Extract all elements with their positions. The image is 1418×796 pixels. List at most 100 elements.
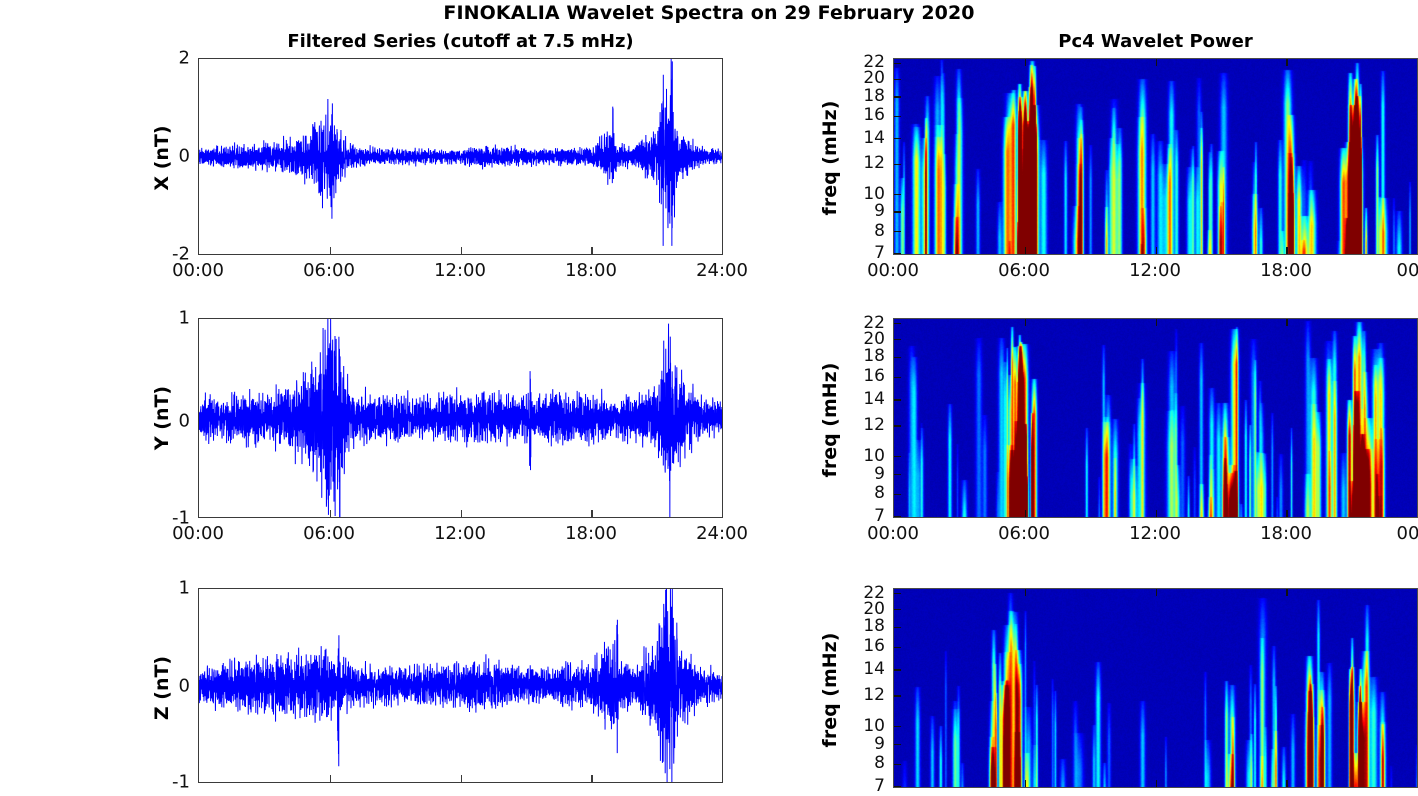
left-column-title: Filtered Series (cutoff at 7.5 mHz) bbox=[287, 31, 634, 52]
freq-tick-label: 16 bbox=[863, 366, 885, 387]
ytick-z-mid: 0 bbox=[178, 675, 190, 697]
freq-tickmark bbox=[894, 356, 901, 359]
freq-tick-label: 16 bbox=[863, 105, 885, 126]
xtickmark bbox=[1024, 780, 1027, 787]
xtick-sy-0: 00:00 bbox=[867, 523, 919, 544]
freq-tickmark bbox=[894, 211, 901, 213]
freq-tickmark bbox=[894, 231, 901, 233]
xtick-sy-3: 18:00 bbox=[1260, 523, 1312, 544]
xtickmark bbox=[591, 247, 593, 254]
ytick-x-top: 2 bbox=[178, 47, 190, 69]
freq-tick-label: 20 bbox=[863, 598, 885, 619]
xtick-sx-1: 06:00 bbox=[998, 260, 1050, 281]
freq-tickmark bbox=[894, 763, 901, 766]
xtick-y-1: 06:00 bbox=[303, 523, 355, 544]
freq-tick-label: 18 bbox=[863, 85, 885, 106]
xtick-sx-3: 18:00 bbox=[1260, 260, 1312, 281]
xtick-y-4: 24:00 bbox=[696, 523, 748, 544]
xtickmark bbox=[1024, 247, 1027, 254]
freq-tick-label: 22 bbox=[863, 312, 885, 333]
xtickmark bbox=[1155, 780, 1157, 787]
freq-tickmark bbox=[894, 608, 901, 611]
right-column-title: Pc4 Wavelet Power bbox=[1058, 31, 1253, 52]
freq-tick-label: 18 bbox=[863, 616, 885, 637]
ytick-y-top: 1 bbox=[178, 307, 190, 329]
freq-tick-label: 7 bbox=[874, 506, 885, 526]
xtickmark bbox=[460, 247, 462, 254]
ytick-z-bot: -1 bbox=[172, 771, 190, 793]
xtickmark bbox=[460, 510, 462, 517]
freq-tickmark bbox=[894, 592, 901, 595]
xtickmark bbox=[329, 775, 332, 782]
ytick-x-bot: -2 bbox=[172, 243, 190, 265]
freq-tickmark bbox=[894, 425, 901, 427]
freq-tickmark bbox=[894, 376, 901, 379]
xtickmark bbox=[591, 510, 593, 517]
freq-tick-label: 10 bbox=[863, 445, 885, 466]
ytick-y-bot: -1 bbox=[172, 507, 190, 529]
xtick-x-0: 00:00 bbox=[172, 260, 224, 281]
spectrogram-canvas bbox=[894, 59, 1417, 254]
freq-tickmark bbox=[894, 78, 901, 81]
xtickmark bbox=[1286, 59, 1288, 66]
xtick-x-4: 24:00 bbox=[696, 260, 748, 281]
freq-tickmark bbox=[894, 163, 901, 165]
ytick-x-mid: 0 bbox=[178, 145, 190, 167]
xtickmark bbox=[1024, 510, 1027, 517]
freq-tickmark bbox=[894, 786, 901, 787]
freq-tickmark bbox=[894, 62, 901, 65]
xtickmark bbox=[591, 775, 593, 782]
freq-tick-label: 9 bbox=[874, 733, 885, 754]
spectrogram-canvas bbox=[894, 319, 1417, 517]
freq-tickmark bbox=[894, 695, 901, 697]
xtick-y-3: 18:00 bbox=[565, 523, 617, 544]
freq-tick-label: 14 bbox=[863, 658, 885, 679]
freq-tickmark bbox=[894, 743, 901, 746]
xtick-sx-2: 12:00 bbox=[1129, 260, 1181, 281]
freq-tickmark bbox=[894, 399, 901, 401]
xtickmark bbox=[1155, 589, 1157, 596]
freq-tick-label: 12 bbox=[863, 684, 885, 705]
xtickmark bbox=[329, 510, 332, 517]
freq-tick-label: 8 bbox=[874, 220, 885, 241]
freq-tickmark bbox=[894, 96, 901, 98]
freq-tick-label: 22 bbox=[863, 52, 885, 73]
freq-tickmark bbox=[894, 516, 901, 517]
xtickmark bbox=[1155, 510, 1157, 517]
spectrogram-canvas bbox=[894, 589, 1417, 787]
freq-tick-label: 9 bbox=[874, 201, 885, 222]
freq-tickmark bbox=[894, 646, 901, 649]
xtickmark bbox=[1155, 247, 1157, 254]
xtickmark bbox=[460, 775, 462, 782]
freq-tickmark bbox=[894, 137, 901, 140]
freq-tickmark bbox=[894, 253, 901, 254]
freq-tick-label: 7 bbox=[874, 243, 885, 263]
freq-tickmark bbox=[894, 322, 901, 325]
freq-tick-label: 12 bbox=[863, 414, 885, 435]
xtick-x-2: 12:00 bbox=[434, 260, 486, 281]
axes-z-spectrogram bbox=[893, 588, 1418, 788]
xtickmark bbox=[329, 247, 332, 254]
freq-tickmark bbox=[894, 338, 901, 341]
axes-x-timeseries bbox=[198, 58, 723, 255]
xtick-sy-2: 12:00 bbox=[1129, 523, 1181, 544]
xtick-x-1: 06:00 bbox=[303, 260, 355, 281]
xtickmark bbox=[1286, 780, 1288, 787]
freq-tick-label: 22 bbox=[863, 582, 885, 603]
freq-tickmark bbox=[894, 626, 901, 629]
freq-tick-label: 14 bbox=[863, 127, 885, 148]
xtickmark bbox=[1155, 59, 1157, 66]
xtickmark bbox=[1024, 589, 1027, 596]
freq-tick-label: 10 bbox=[863, 715, 885, 736]
freq-tick-label: 9 bbox=[874, 463, 885, 484]
xtick-sx-0: 00:00 bbox=[867, 260, 919, 281]
xtick-sy-1: 06:00 bbox=[998, 523, 1050, 544]
freq-tickmark bbox=[894, 669, 901, 671]
freq-tickmark bbox=[894, 726, 901, 728]
freq-tickmark bbox=[894, 493, 901, 496]
ytick-y-mid: 0 bbox=[178, 410, 190, 432]
axes-z-timeseries bbox=[198, 588, 723, 783]
axes-y-timeseries bbox=[198, 318, 723, 518]
xtick-sx-4: 00 bbox=[1396, 260, 1418, 281]
